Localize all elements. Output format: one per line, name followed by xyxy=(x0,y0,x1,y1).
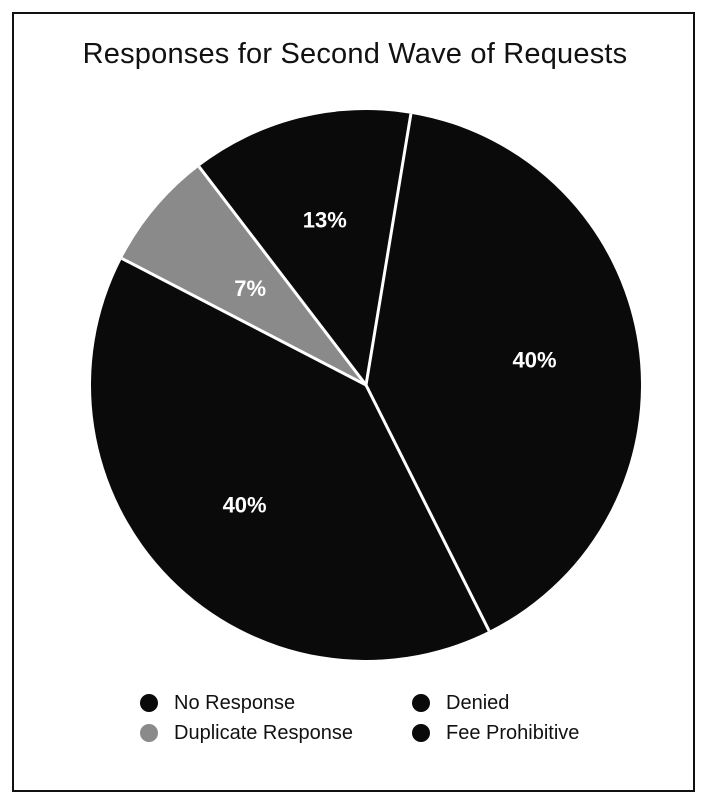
pie-slice-fee-prohibitive xyxy=(366,113,642,631)
pie-slice-no-response xyxy=(91,258,490,660)
slice-divider xyxy=(364,384,491,632)
slice-divider xyxy=(197,165,368,386)
legend-item-duplicate-response: Duplicate Response xyxy=(140,720,412,746)
slice-divider xyxy=(364,113,413,386)
legend-item-denied: Denied xyxy=(412,690,620,716)
slice-label-duplicate-response: 7% xyxy=(234,276,266,301)
legend-swatch-duplicate-response xyxy=(140,724,158,742)
legend-label-fee-prohibitive: Fee Prohibitive xyxy=(446,721,580,744)
legend-label-denied: Denied xyxy=(446,691,510,714)
slice-divider xyxy=(121,257,367,387)
chart-title: Responses for Second Wave of Requests xyxy=(82,38,628,70)
pie-slice-duplicate-response xyxy=(121,166,366,385)
legend-label-duplicate-response: Duplicate Response xyxy=(174,721,353,744)
legend-label-no-response: No Response xyxy=(174,691,296,714)
pie-slice-denied xyxy=(198,110,411,386)
chart-legend: No Response Denied Duplicate Response Fe… xyxy=(140,690,620,746)
slice-label-no-response: 40% xyxy=(223,493,267,518)
legend-swatch-fee-prohibitive xyxy=(412,724,430,742)
legend-swatch-no-response xyxy=(140,694,158,712)
legend-swatch-denied xyxy=(412,694,430,712)
slice-label-fee-prohibitive: 40% xyxy=(513,348,557,373)
legend-item-fee-prohibitive: Fee Prohibitive xyxy=(412,720,620,746)
slice-label-denied: 13% xyxy=(303,208,347,233)
legend-item-no-response: No Response xyxy=(140,690,412,716)
